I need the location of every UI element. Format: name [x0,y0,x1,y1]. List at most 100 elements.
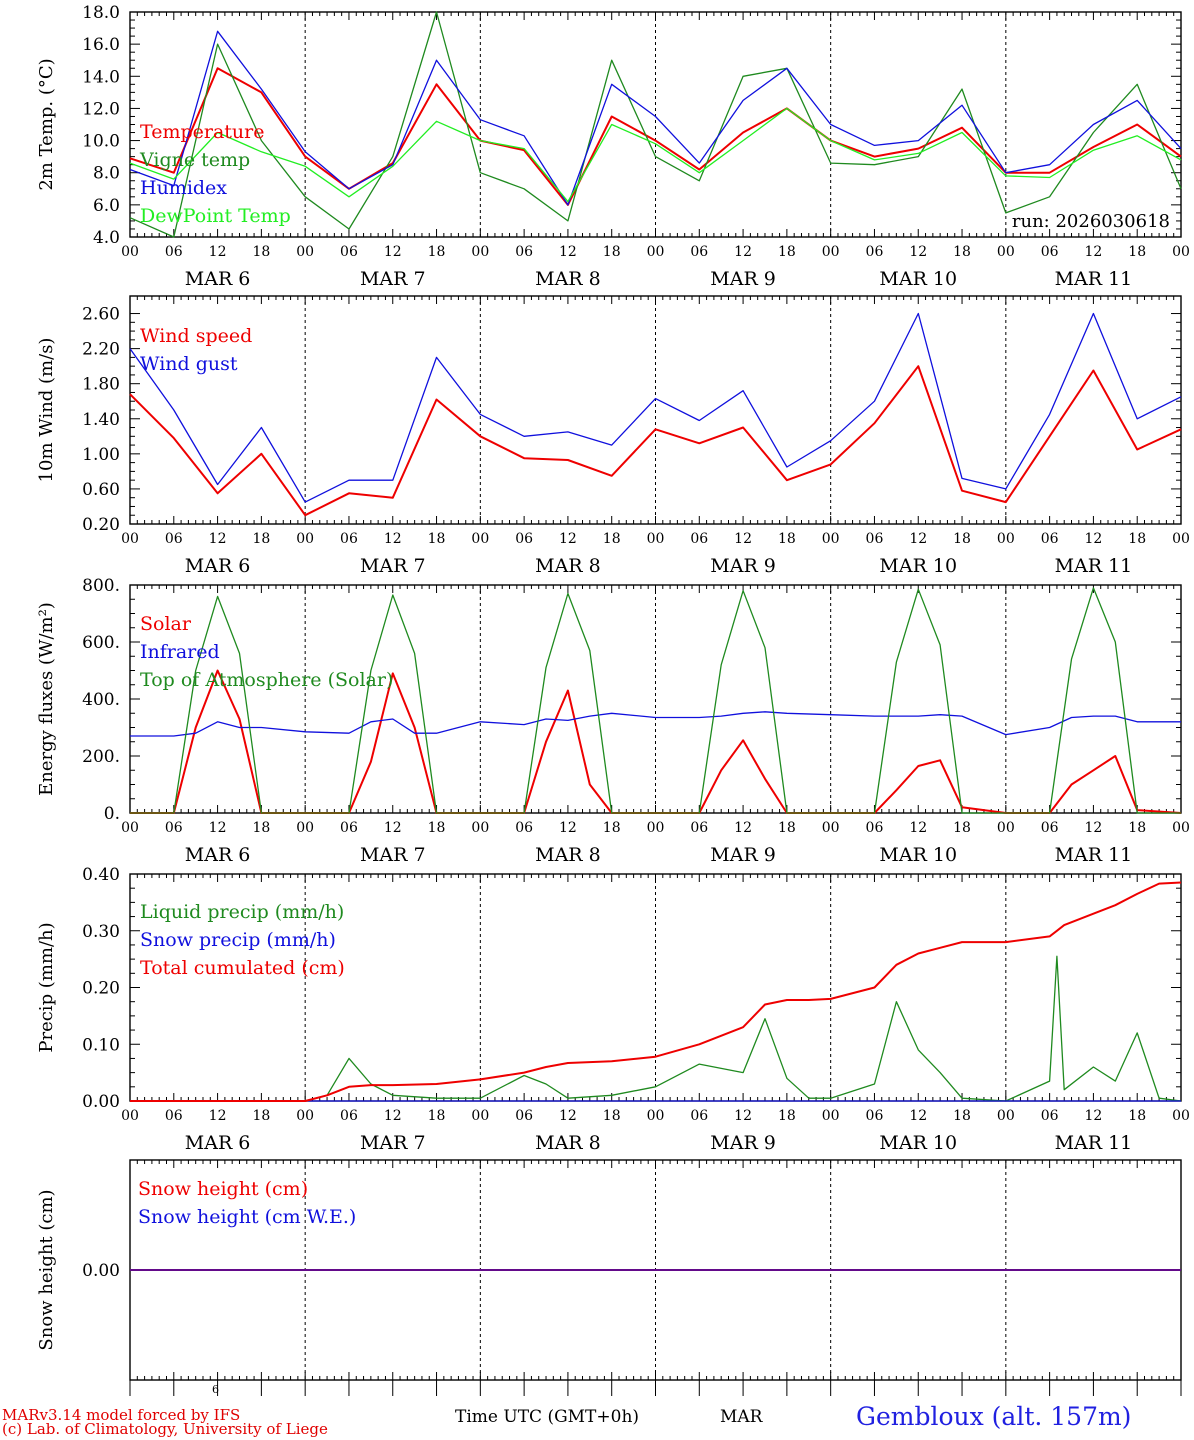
x-tick-label: 06 [515,244,533,260]
x-tick-label: 12 [384,820,402,836]
y-axis-title: 10m Wind (m/s) [36,338,57,483]
day-label: MAR 11 [1055,555,1133,577]
day-label: MAR 10 [879,555,957,577]
x-tick-label: 00 [296,531,314,547]
x-tick-label: 00 [471,1108,489,1124]
x-axis-month: MAR [720,1407,763,1427]
x-tick-label: 06 [690,820,708,836]
x-tick-label: 12 [909,244,927,260]
x-tick-label: 06 [690,244,708,260]
small-label: 6 [212,1383,219,1396]
x-tick-label: 12 [209,1108,227,1124]
x-tick-label: 00 [121,244,139,260]
x-tick-label: 00 [471,244,489,260]
x-tick-label: 00 [296,1108,314,1124]
panel-frame [129,11,1182,238]
x-tick-label: 00 [1172,1108,1190,1124]
y-axis-title: 2m Temp. (°C) [36,58,57,190]
y-tick-label: 400. [82,690,120,710]
y-tick-label: 800. [82,576,120,596]
x-tick-label: 00 [822,820,840,836]
series-line [130,587,1181,814]
y-tick-label: 200. [82,747,120,767]
x-tick-label: 06 [515,531,533,547]
x-tick-label: 06 [866,820,884,836]
x-tick-label: 12 [734,531,752,547]
y-tick-label: 6.0 [93,196,120,216]
x-tick-label: 00 [997,244,1015,260]
x-tick-label: 00 [296,820,314,836]
series-line [129,30,1182,206]
day-label: MAR 9 [710,555,776,577]
x-tick-label: 06 [866,1108,884,1124]
x-tick-label: 12 [209,820,227,836]
series-line [129,67,1182,206]
x-tick-label: 18 [252,820,270,836]
day-label: MAR 8 [535,268,601,290]
x-tick-label: 06 [165,244,183,260]
x-tick-label: 18 [1128,531,1146,547]
x-tick-label: 12 [909,820,927,836]
y-tick-label: 0.30 [82,922,120,942]
series-line [130,711,1181,737]
x-tick-label: 00 [997,1108,1015,1124]
x-tick-label: 06 [515,820,533,836]
day-label: MAR 9 [710,844,776,866]
legend-entry: Total cumulated (cm) [140,957,345,979]
x-tick-label: 18 [252,531,270,547]
series-line [129,11,1182,238]
x-tick-label: 12 [559,820,577,836]
legend-entry: Snow height (cm) [138,1178,308,1200]
y-tick-label: 0.20 [82,515,120,535]
lab-credit: (c) Lab. of Climatology, University of L… [2,1420,328,1438]
x-tick-label: 12 [559,1108,577,1124]
series-line [129,365,1182,517]
x-tick-label: 18 [603,1108,621,1124]
x-tick-label: 06 [340,531,358,547]
legend-entry: Infrared [140,641,220,663]
y-tick-label: 4.0 [93,228,120,248]
day-label: MAR 9 [710,268,776,290]
x-tick-label: 00 [997,820,1015,836]
x-tick-label: 12 [1085,244,1103,260]
y-tick-label: 1.40 [82,410,120,430]
y-tick-label: 600. [82,633,120,653]
day-label: MAR 6 [185,268,251,290]
x-tick-label: 18 [953,531,971,547]
day-label: MAR 7 [360,268,426,290]
y-tick-label: 1.80 [82,375,120,395]
x-tick-label: 12 [1085,820,1103,836]
x-tick-label: 00 [997,531,1015,547]
x-tick-label: 18 [428,531,446,547]
x-tick-label: 12 [384,1108,402,1124]
y-tick-label: 2.60 [82,305,120,325]
legend-entry: Top of Atmosphere (Solar) [140,669,393,691]
x-tick-label: 18 [778,531,796,547]
x-tick-label: 18 [603,820,621,836]
legend-entry: Solar [140,613,192,635]
station-title: Gembloux (alt. 157m) [856,1402,1132,1431]
x-tick-label: 18 [252,1108,270,1124]
x-tick-label: 12 [384,531,402,547]
legend-entry: Temperature [140,121,264,143]
y-tick-label: 10.0 [82,132,120,152]
x-tick-label: 18 [252,244,270,260]
day-label: MAR 10 [879,844,957,866]
x-tick-label: 12 [209,244,227,260]
x-tick-label: 18 [428,820,446,836]
x-tick-label: 18 [778,820,796,836]
day-label: MAR 7 [360,555,426,577]
x-tick-label: 00 [121,820,139,836]
x-tick-label: 18 [778,1108,796,1124]
legend-entry: Snow precip (mm/h) [140,929,336,951]
y-tick-label: 0.20 [82,979,120,999]
day-label: MAR 7 [360,844,426,866]
x-tick-label: 00 [822,244,840,260]
x-tick-label: 06 [1041,820,1059,836]
x-tick-label: 18 [953,820,971,836]
x-tick-label: 12 [734,820,752,836]
x-tick-label: 18 [603,531,621,547]
x-tick-label: 12 [559,531,577,547]
x-tick-label: 06 [690,1108,708,1124]
